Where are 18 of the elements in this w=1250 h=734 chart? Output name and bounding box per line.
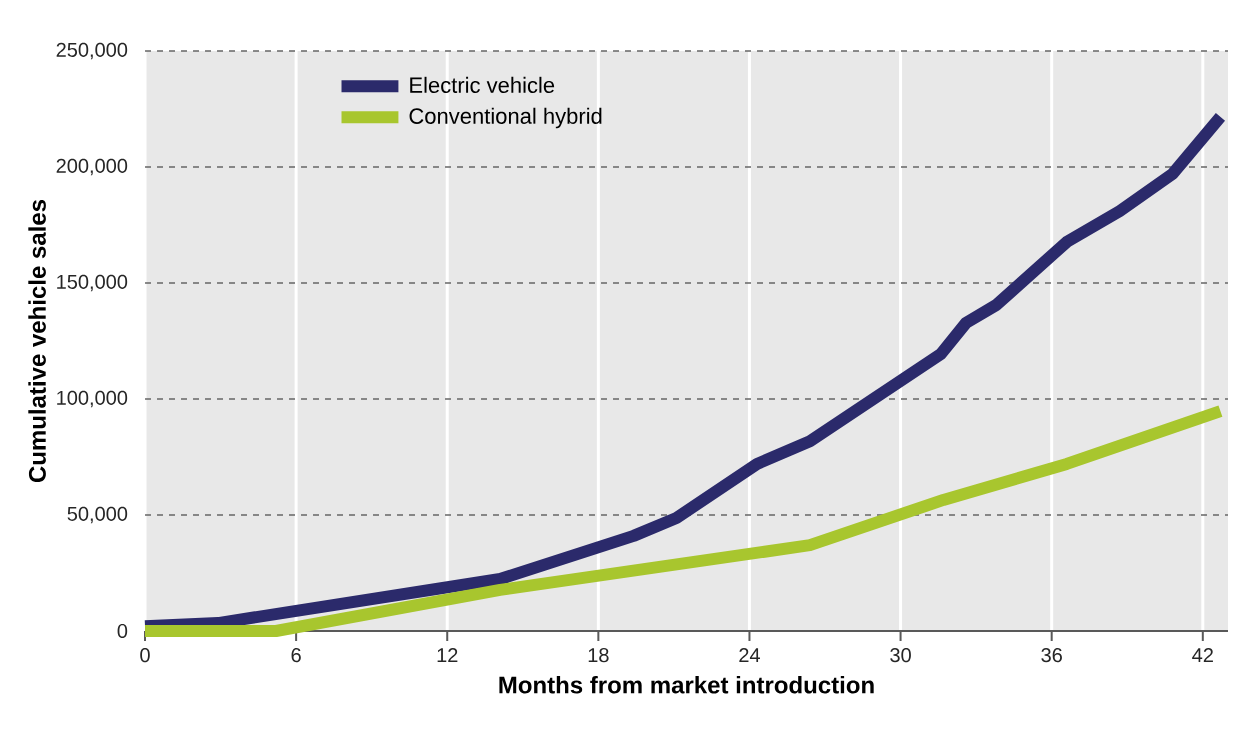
y-axis-title: Cumulative vehicle sales: [28, 199, 46, 483]
y-tick-label: 200,000: [56, 158, 128, 176]
x-tick-label: 12: [437, 648, 458, 663]
x-tick-label: 0: [140, 648, 150, 663]
legend-label: Electric vehicle: [410, 76, 555, 93]
x-axis-title: Months from market introduction: [499, 675, 874, 694]
x-tick-label: 18: [588, 648, 609, 663]
y-tick-label: 250,000: [56, 42, 128, 60]
y-tick-label: 150,000: [57, 274, 128, 292]
y-tick-label: 100,000: [57, 390, 128, 408]
x-tick-label: 24: [739, 648, 760, 663]
y-tick-label: 50,000: [67, 506, 128, 524]
x-tick-label: 6: [291, 648, 301, 663]
x-tick-label: 36: [1041, 648, 1062, 663]
y-tick-label: 0: [117, 623, 128, 639]
x-tick-label: 42: [1192, 648, 1213, 663]
x-tick-label: 30: [890, 648, 911, 663]
legend-label: Conventional hybrid: [409, 107, 602, 129]
